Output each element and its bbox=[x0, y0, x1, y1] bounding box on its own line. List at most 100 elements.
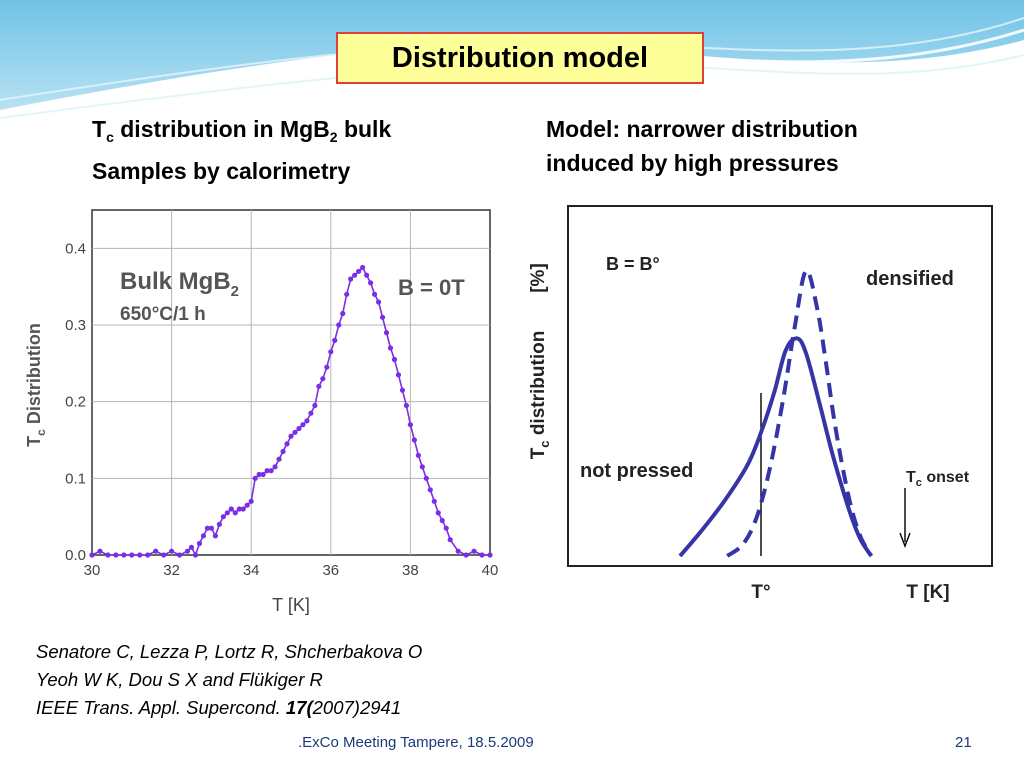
left-annotation-sample: Bulk MgB2 bbox=[120, 268, 239, 300]
left-data-point bbox=[228, 506, 234, 512]
right-plot-frame bbox=[567, 205, 993, 567]
left-data-point bbox=[276, 456, 282, 462]
citation: Senatore C, Lezza P, Lortz R, Shcherbako… bbox=[36, 638, 422, 722]
page-number: 21 bbox=[955, 734, 972, 751]
left-heading-line2: Samples by calorimetry bbox=[92, 158, 351, 184]
left-data-point bbox=[280, 448, 286, 455]
left-plot-frame bbox=[91, 209, 491, 556]
left-data-point bbox=[352, 272, 358, 278]
right-heading: Model: narrower distribution induced by … bbox=[546, 112, 966, 180]
citation-line2: Yeoh W K, Dou S X and Flükiger R bbox=[36, 669, 323, 690]
left-data-point bbox=[360, 264, 366, 271]
right-model-chart: B = B° densified not pressed Tc onset T°… bbox=[528, 205, 993, 603]
left-data-point bbox=[248, 498, 254, 504]
left-data-point bbox=[240, 506, 246, 512]
left-data-point bbox=[129, 552, 135, 558]
right-t-marker-label: T° bbox=[751, 582, 770, 603]
left-heading-tc: T bbox=[92, 116, 107, 142]
left-data-point bbox=[216, 521, 222, 527]
left-heading-tc-sub: c bbox=[106, 129, 114, 145]
left-data-point bbox=[208, 525, 214, 531]
left-data-point bbox=[224, 510, 230, 516]
left-data-point bbox=[220, 514, 226, 520]
left-data-point bbox=[264, 468, 270, 474]
left-data-point bbox=[105, 552, 111, 558]
left-data-point bbox=[479, 552, 485, 558]
left-data-point bbox=[383, 330, 390, 336]
left-y-tick-label: 0.2 bbox=[65, 394, 86, 411]
left-data-point bbox=[328, 349, 334, 355]
left-data-point bbox=[161, 552, 167, 558]
right-series-densified bbox=[726, 268, 874, 558]
slide-title: Distribution model bbox=[336, 32, 704, 84]
left-data-point bbox=[395, 372, 402, 378]
right-y-axis-unit: [%] bbox=[528, 263, 549, 293]
left-data-point bbox=[252, 475, 258, 481]
left-y-tick-label: 0.0 bbox=[65, 547, 86, 564]
left-data-point bbox=[387, 345, 394, 351]
left-x-axis-label: T [K] bbox=[272, 595, 310, 615]
left-data-point bbox=[268, 468, 274, 474]
left-data-point bbox=[196, 540, 203, 547]
left-x-tick-label: 40 bbox=[482, 562, 499, 579]
left-y-tick-label: 0.3 bbox=[65, 317, 86, 334]
left-data-point bbox=[184, 548, 191, 554]
left-data-point bbox=[423, 475, 429, 481]
left-data-point bbox=[236, 506, 242, 512]
citation-volume: 17( bbox=[285, 697, 313, 718]
left-data-point bbox=[391, 356, 398, 363]
left-data-point bbox=[371, 291, 378, 297]
left-data-point bbox=[176, 552, 183, 558]
left-data-point bbox=[443, 525, 449, 531]
left-data-point bbox=[256, 471, 262, 478]
right-annotation-field: B = B° bbox=[606, 254, 660, 274]
left-data-point bbox=[340, 310, 346, 317]
left-annotation-field: B = 0T bbox=[398, 275, 465, 300]
left-tick-labels: 30 32 34 36 38 40 0.0 0.1 0.2 0.3 0.4 bbox=[65, 240, 498, 579]
left-data-point bbox=[439, 517, 445, 524]
left-x-tick-label: 36 bbox=[322, 562, 339, 579]
left-data-point bbox=[487, 552, 493, 558]
left-y-tick-label: 0.1 bbox=[65, 470, 86, 487]
left-data-point bbox=[192, 552, 199, 558]
left-data-point bbox=[364, 272, 370, 278]
left-x-tick-label: 32 bbox=[163, 562, 180, 579]
left-y-axis-label: Tc Distribution bbox=[24, 323, 48, 447]
left-data-point bbox=[284, 441, 290, 447]
left-data-point bbox=[188, 544, 195, 550]
left-data-point bbox=[169, 548, 175, 554]
left-heading-line1-end: bulk bbox=[337, 116, 392, 142]
right-onset-arrow-icon bbox=[899, 532, 911, 548]
left-data-point bbox=[296, 425, 302, 432]
left-data-point bbox=[260, 471, 266, 478]
left-data-point bbox=[292, 429, 298, 435]
left-data-point bbox=[419, 464, 425, 470]
left-data-point bbox=[232, 510, 238, 516]
left-heading-mgb-sub: 2 bbox=[329, 129, 338, 145]
left-data-point bbox=[304, 418, 310, 424]
citation-year-pages: 2007)2941 bbox=[312, 697, 402, 718]
left-data-point bbox=[435, 510, 441, 516]
left-data-point bbox=[399, 387, 406, 393]
left-data-point bbox=[348, 276, 354, 282]
left-data-point bbox=[379, 314, 386, 320]
left-data-point bbox=[145, 552, 151, 558]
left-data-point bbox=[411, 437, 417, 443]
left-data-point bbox=[288, 433, 294, 439]
left-data-point bbox=[447, 537, 453, 543]
left-data-point bbox=[407, 422, 413, 428]
left-data-point bbox=[332, 337, 338, 343]
left-data-point bbox=[471, 548, 477, 554]
left-data-point bbox=[455, 548, 461, 554]
left-heading: Tc distribution in MgB2 bulk Samples by … bbox=[92, 112, 512, 188]
left-data-point bbox=[344, 291, 350, 297]
left-data-point bbox=[212, 533, 218, 539]
left-x-tick-label: 38 bbox=[402, 562, 419, 579]
left-data-point bbox=[431, 498, 437, 504]
left-data-point bbox=[113, 552, 119, 558]
left-data-point bbox=[463, 552, 469, 558]
right-legend-not-pressed: not pressed bbox=[580, 460, 693, 482]
left-data-point bbox=[137, 552, 143, 558]
left-data-point bbox=[324, 364, 330, 370]
left-data-point bbox=[415, 452, 421, 458]
